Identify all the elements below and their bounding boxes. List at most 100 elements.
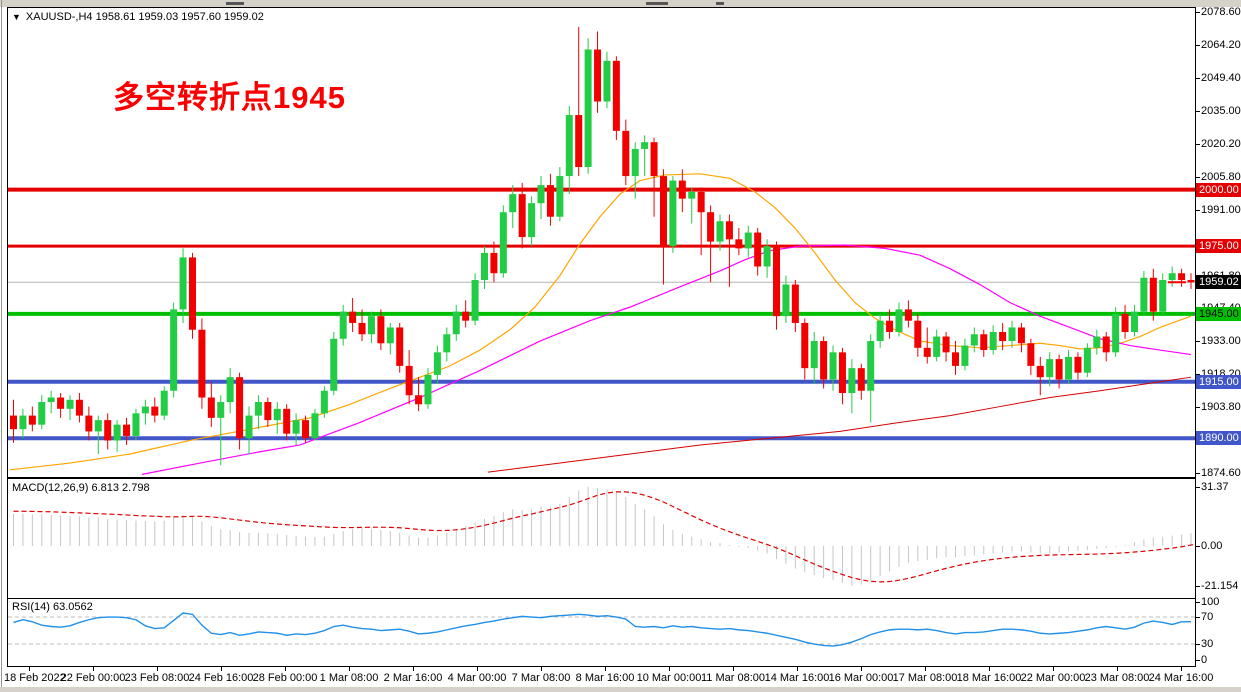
- candle: [820, 341, 828, 380]
- price-axis-tick: [1195, 176, 1200, 178]
- candle: [377, 316, 385, 344]
- time-axis-tick: [1053, 667, 1054, 671]
- candle: [556, 176, 564, 217]
- time-axis-tick: [413, 667, 414, 671]
- candle: [245, 415, 253, 439]
- time-tick-label: 11 Mar 08:00: [700, 672, 766, 684]
- candle: [829, 352, 837, 380]
- price-axis-tick: [1195, 473, 1200, 474]
- price-badge-1975.00: 1975.00: [1196, 239, 1241, 254]
- candle: [876, 320, 884, 342]
- candle: [980, 334, 988, 351]
- macd-axis-tick: [1195, 487, 1200, 489]
- time-tick-label: 16 Mar 00:00: [828, 672, 894, 684]
- price-tick-label: 2035.00: [1201, 104, 1241, 117]
- candle: [358, 322, 366, 335]
- current-price-badge: 1959.02: [1196, 275, 1241, 290]
- window-left-border: [1, 0, 2, 687]
- candle: [217, 402, 225, 418]
- candle: [38, 402, 46, 425]
- candle: [499, 212, 507, 274]
- time-axis-tick: [989, 667, 990, 671]
- candle: [1017, 327, 1025, 344]
- time-axis-tick: [477, 667, 478, 671]
- candle: [141, 406, 149, 414]
- candle: [575, 115, 583, 168]
- candle: [838, 352, 846, 394]
- time-axis-tick: [29, 667, 30, 671]
- collapse-triangle-icon[interactable]: ▼: [12, 12, 21, 22]
- candle: [415, 395, 423, 405]
- price-axis-tick: [1195, 44, 1200, 46]
- time-tick-label: 7 Mar 08:00: [511, 672, 571, 684]
- price-tick-label: 1991.00: [1201, 203, 1241, 216]
- rsi-axis-label: 100: [1201, 596, 1220, 608]
- price-tick-label: 2064.20: [1201, 38, 1241, 51]
- candle: [1121, 313, 1129, 332]
- macd-panel[interactable]: [7, 478, 1196, 599]
- macd-label: MACD(12,26,9) 6.813 2.798: [12, 482, 150, 494]
- price-axis-tick: [1195, 209, 1200, 211]
- time-tick-label: 2 Mar 16:00: [383, 672, 443, 684]
- price-tick-label: 2020.20: [1201, 137, 1241, 150]
- price-axis-tick: [1195, 12, 1200, 13]
- candle: [1112, 313, 1120, 353]
- candle: [405, 365, 413, 396]
- time-axis-tick: [349, 667, 350, 671]
- candle: [688, 191, 696, 199]
- candle: [452, 311, 460, 335]
- chart-annotation-text: 多空转折点1945: [113, 80, 346, 115]
- price-tick-label: 1874.60: [1201, 467, 1241, 479]
- candlestick-chart[interactable]: [8, 8, 1195, 477]
- time-axis-tick: [285, 667, 286, 671]
- symbol-ohlc-header: ▼ XAUUSD-,H4 1958.61 1959.03 1957.60 1959…: [12, 11, 264, 23]
- candle: [612, 60, 620, 131]
- candle: [132, 413, 140, 436]
- candle: [1046, 359, 1054, 378]
- candle: [1178, 273, 1186, 281]
- candle: [85, 415, 93, 432]
- candle: [170, 309, 178, 391]
- time-tick-label: 17 Mar 08:00: [892, 672, 958, 684]
- candle: [1130, 311, 1138, 332]
- candle: [773, 246, 781, 317]
- price-axis-tick: [1195, 407, 1200, 408]
- macd-axis-label: -21.154: [1201, 579, 1239, 592]
- candle: [933, 336, 941, 357]
- rsi-chart[interactable]: [8, 599, 1195, 666]
- candle: [697, 191, 705, 213]
- candle: [123, 424, 131, 436]
- candle: [179, 257, 187, 310]
- candle: [47, 397, 55, 403]
- candle: [603, 60, 611, 102]
- candle: [1168, 273, 1176, 281]
- candle: [433, 352, 441, 375]
- candle: [518, 194, 526, 238]
- candle: [490, 252, 498, 274]
- candle: [650, 142, 658, 177]
- rsi-panel[interactable]: [7, 598, 1196, 667]
- candle: [254, 402, 262, 416]
- candle: [443, 334, 451, 353]
- candle: [1074, 356, 1082, 373]
- candle: [584, 49, 592, 168]
- candle: [923, 347, 931, 357]
- candle: [914, 320, 922, 348]
- macd-signal-line: [13, 491, 1195, 583]
- price-chart-panel[interactable]: [7, 7, 1196, 478]
- price-badge-2000.00: 2000.00: [1196, 182, 1241, 197]
- candle: [151, 406, 159, 416]
- time-axis-tick: [541, 667, 542, 671]
- price-tick-label: 2049.40: [1201, 71, 1241, 84]
- macd-chart[interactable]: [8, 479, 1195, 598]
- price-axis-tick: [1195, 143, 1200, 145]
- candle: [810, 341, 818, 369]
- candle: [198, 329, 206, 398]
- candle: [970, 334, 978, 346]
- candle: [707, 212, 715, 242]
- candle: [273, 408, 281, 421]
- rsi-axis-label: 70: [1201, 611, 1214, 624]
- candle: [678, 180, 686, 199]
- price-badge-1915.00: 1915.00: [1196, 374, 1241, 389]
- candle: [904, 309, 912, 321]
